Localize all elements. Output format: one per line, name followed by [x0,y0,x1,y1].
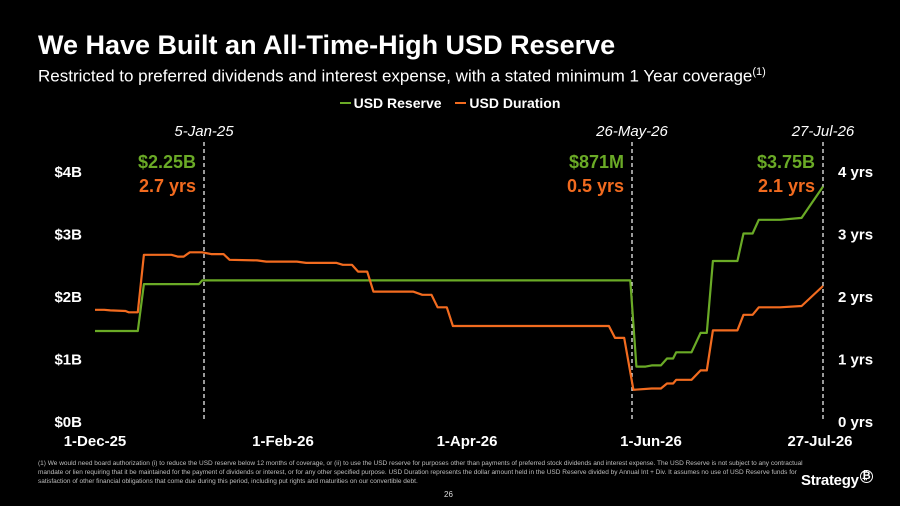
legend-item-usd-reserve: USD Reserve [339,95,442,111]
subtitle-text: Restricted to preferred dividends and in… [38,66,753,86]
legend-item-usd-duration: USD Duration [455,95,560,111]
y-right-tick-label: 0 yrs [838,414,873,431]
chart-legend: USD Reserve USD Duration [0,95,900,111]
y-left-tick-label: $0B [54,414,82,431]
legend-label-usd-duration: USD Duration [469,95,561,111]
logo-wordmark: Strategy [801,472,859,489]
y-right-tick-label: 2 yrs [838,289,873,306]
annotation-duration-label: 2.7 yrs [139,176,196,196]
legend-label-usd-reserve: USD Reserve [353,95,442,111]
slide-subtitle: Restricted to preferred dividends and in… [38,66,766,87]
bitcoin-icon: ₿ [859,470,873,483]
slide-title: We Have Built an All-Time-High USD Reser… [38,30,616,60]
y-left-tick-label: $3B [54,227,82,244]
footnote: (1) We would need board authorization (i… [38,460,803,485]
page-number: 26 [444,490,453,499]
y-left-tick-label: $2B [54,289,82,306]
legend-swatch-usd-duration [455,102,467,105]
legend-swatch-usd-reserve [339,102,351,105]
x-tick-label: 1-Apr-26 [437,433,498,450]
annotation-date-label: 26-May-26 [595,123,668,140]
annotation-reserve-label: $2.25B [138,152,196,172]
y-left-tick-label: $4B [54,164,82,181]
y-right-tick-label: 3 yrs [838,227,873,244]
subtitle-footnote-ref: (1) [752,66,766,78]
annotation-date-label: 27-Jul-26 [791,123,855,140]
usd-reserve-line [95,185,824,368]
x-tick-label: 1-Dec-25 [64,433,127,450]
annotation-reserve-label: $3.75B [757,152,815,172]
y-right-tick-label: 4 yrs [838,164,873,181]
strategy-logo: Strategy ₿ [801,470,873,489]
annotation-duration-label: 0.5 yrs [567,176,624,196]
x-tick-label: 1-Jun-26 [620,433,682,450]
annotation-reserve-label: $871M [569,152,624,172]
y-right-tick-label: 1 yrs [838,352,873,369]
x-tick-label: 27-Jul-26 [787,433,852,450]
annotation-duration-label: 2.1 yrs [758,176,815,196]
usd-duration-line [95,251,824,391]
x-tick-label: 1-Feb-26 [252,433,314,450]
y-left-tick-label: $1B [54,352,82,369]
annotation-date-label: 5-Jan-25 [174,123,234,140]
